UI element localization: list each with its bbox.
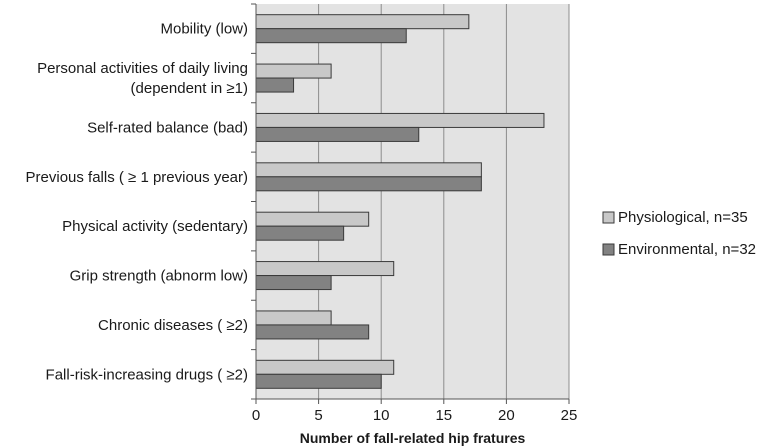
x-tick-label: 25	[561, 407, 578, 424]
bar-physiological	[255, 310, 332, 326]
legend-label: Environmental, n=32	[618, 241, 756, 258]
bar-physiological	[255, 261, 395, 277]
category-label: Previous falls ( ≥ 1 previous year)	[26, 169, 248, 186]
x-tick-label: 10	[373, 407, 390, 424]
category-label: Grip strength (abnorm low)	[70, 268, 248, 285]
x-axis-ticks: 0 5 10 15 20 25	[251, 3, 578, 424]
category-label: (dependent in ≥1)	[131, 80, 248, 97]
bar-environmental	[255, 176, 482, 192]
bar-physiological	[255, 162, 482, 178]
category-label: Physical activity (sedentary)	[62, 218, 248, 235]
bar-environmental	[255, 324, 370, 340]
bars	[255, 14, 545, 389]
category-label: Self-rated balance (bad)	[87, 119, 248, 136]
plot-area	[256, 4, 569, 399]
bar-environmental	[255, 77, 295, 93]
x-axis-title: Number of fall-related hip fratures	[300, 430, 526, 446]
bar-physiological	[255, 14, 470, 30]
x-tick-label: 20	[498, 407, 515, 424]
legend: Physiological, n=35 Environmental, n=32	[602, 209, 756, 258]
category-label: Personal activities of daily living	[37, 60, 248, 77]
bar-environmental	[255, 373, 382, 389]
category-label: Chronic diseases ( ≥2)	[98, 317, 248, 334]
legend-swatch	[602, 243, 615, 256]
bar-physiological	[255, 359, 395, 375]
category-labels: Mobility (low) Personal activities of dai…	[26, 21, 248, 384]
legend-item: Environmental, n=32	[602, 241, 756, 258]
legend-swatch	[602, 211, 615, 224]
bar-environmental	[255, 126, 420, 142]
bar-environmental	[255, 275, 332, 291]
x-tick-label: 0	[252, 407, 260, 424]
x-tick-label: 15	[435, 407, 452, 424]
bar-physiological	[255, 112, 545, 128]
bar-physiological	[255, 63, 332, 79]
bar-environmental	[255, 225, 345, 241]
x-tick-label: 5	[314, 407, 322, 424]
bar-environmental	[255, 28, 407, 44]
category-label: Fall-risk-increasing drugs ( ≥2)	[46, 366, 248, 383]
legend-label: Physiological, n=35	[618, 209, 748, 226]
bar-physiological	[255, 211, 370, 227]
legend-item: Physiological, n=35	[602, 209, 748, 226]
category-label: Mobility (low)	[160, 21, 248, 38]
